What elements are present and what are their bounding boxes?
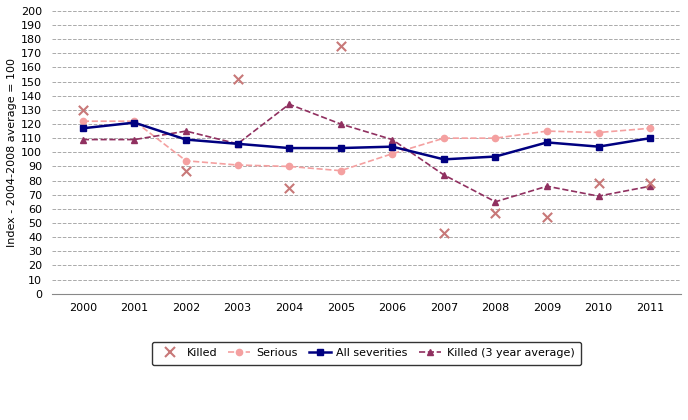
Point <box>541 214 552 220</box>
Point <box>180 167 191 174</box>
Point <box>232 76 243 82</box>
Point <box>593 180 604 187</box>
Y-axis label: Index - 2004-2008 average = 100: Index - 2004-2008 average = 100 <box>7 58 17 247</box>
Point <box>438 229 449 236</box>
Point <box>283 184 294 191</box>
Point <box>645 180 656 187</box>
Point <box>490 210 501 216</box>
Point <box>77 107 88 113</box>
Legend: Killed, Serious, All severities, Killed (3 year average): Killed, Serious, All severities, Killed … <box>152 341 581 365</box>
Point <box>335 43 346 50</box>
